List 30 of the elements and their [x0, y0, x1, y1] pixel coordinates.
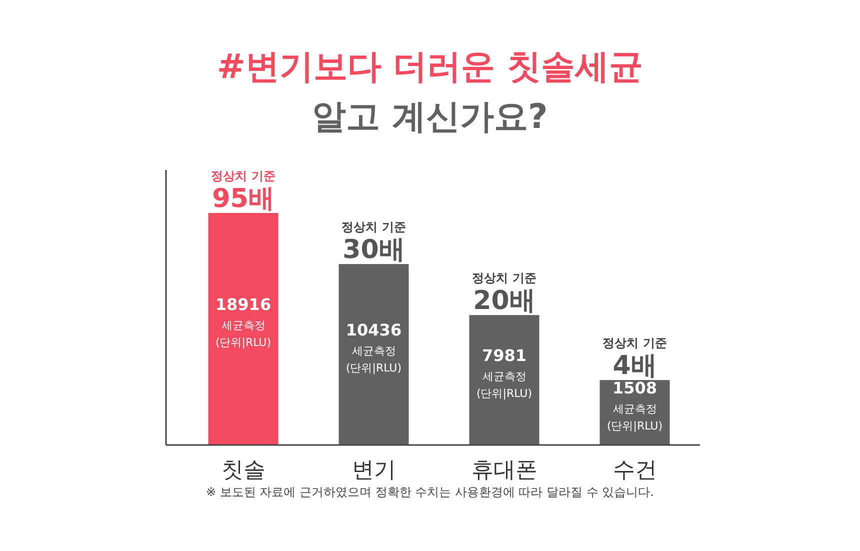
bar [208, 213, 278, 445]
annotation: (단위|RLU) [476, 387, 532, 400]
x-tick-label: 칫솔 [221, 458, 266, 483]
annotation: 세균측정 [482, 370, 526, 384]
x-tick-label: 수건 [612, 458, 657, 483]
annotation: 세균측정 [221, 319, 266, 332]
annotation: (단위|RLU) [606, 420, 663, 433]
annotation: 1508 [612, 378, 658, 398]
annotation: (단위|RLU) [215, 336, 272, 349]
annotation: 7981 [482, 346, 527, 366]
annotation: (단위|RLU) [346, 362, 402, 375]
annotation: 세균측정 [352, 344, 396, 358]
annotation: 18916 [215, 295, 272, 314]
annotation: 95배 [212, 184, 274, 214]
annotation: 정상치 기준 [472, 271, 536, 286]
annotation: 30배 [342, 235, 405, 266]
annotation: 정상치 기준 [602, 336, 667, 350]
annotation: 정상치 기준 [211, 169, 276, 183]
chart-subtitle: 알고 계신가요? [312, 97, 548, 137]
text: ※ 보도된 자료에 근거하였으며 정확한 수치는 사용환경에 따라 달라질 수 있습니다. [206, 485, 654, 499]
annotation: 20배 [473, 286, 536, 316]
bar [469, 315, 540, 445]
annotation: 4배 [612, 351, 657, 382]
annotation: 정상치 기준 [342, 220, 406, 234]
annotation: 10436 [346, 320, 402, 340]
annotation: 세균측정 [612, 402, 657, 416]
x-tick-label: 변기 [352, 458, 396, 483]
bar [338, 264, 409, 445]
x-tick-label: 휴대폰 [471, 458, 538, 483]
chart-title: #변기보다 더러운 칫솔세균 [216, 47, 644, 87]
